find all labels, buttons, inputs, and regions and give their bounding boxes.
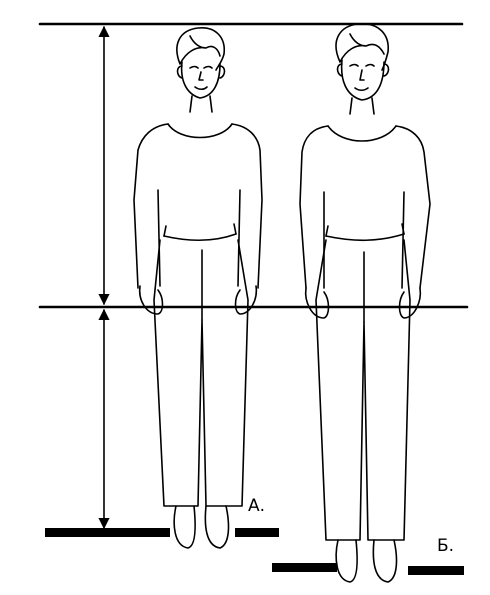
figure-a [133, 27, 263, 549]
label-figure-b: Б. [437, 536, 454, 556]
floor-bar-b-right [408, 566, 464, 575]
floor-bar-b-left [272, 563, 337, 572]
label-figure-a: А. [248, 496, 265, 516]
floor-bar-a-right [235, 528, 279, 537]
floor-bar-a-left [45, 528, 170, 537]
figure-b [299, 23, 431, 583]
